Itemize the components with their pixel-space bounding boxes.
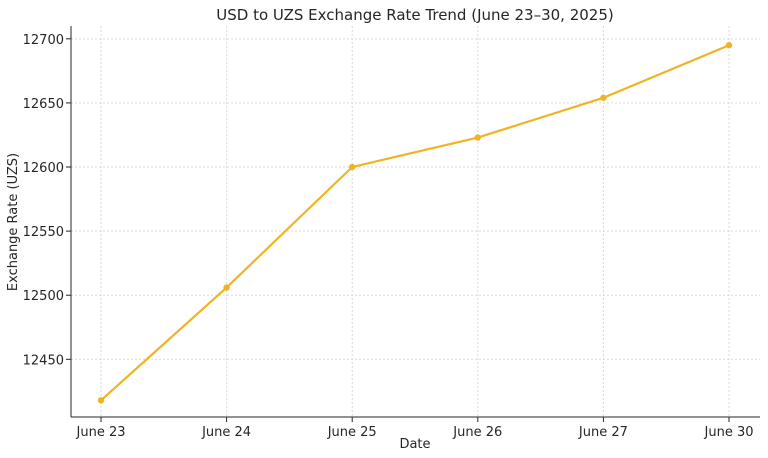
y-tick-label: 12650	[23, 97, 64, 112]
x-tick-label: June 25	[327, 425, 377, 440]
y-tick-label: 12450	[23, 353, 64, 368]
x-tick-label: June 26	[452, 425, 502, 440]
series-line	[99, 44, 731, 402]
x-tick-label: June 23	[76, 425, 126, 440]
y-axis-ticks: 12450 12500 12550 12600 12650 12700	[23, 33, 71, 368]
y-tick-label: 12700	[23, 33, 64, 48]
data-point	[600, 94, 607, 101]
data-point	[725, 42, 733, 49]
y-axis-label: Exchange Rate (UZS)	[6, 153, 21, 291]
y-tick-label: 12550	[23, 225, 64, 240]
grid	[71, 26, 760, 417]
chart-title: USD to UZS Exchange Rate Trend (June 23–…	[216, 6, 614, 24]
y-tick-label: 12600	[23, 161, 64, 176]
x-tick-label: June 27	[578, 425, 628, 440]
x-axis-ticks: June 23 June 24 June 25 June 26 June 27 June …	[76, 417, 754, 440]
data-point	[474, 134, 481, 141]
data-point	[349, 163, 356, 171]
x-tick-label: June 30	[704, 425, 754, 440]
x-axis-label: Date	[399, 437, 430, 452]
data-point	[223, 284, 230, 291]
data-point	[97, 397, 105, 404]
y-tick-label: 12500	[23, 289, 64, 304]
x-tick-label: June 24	[201, 425, 251, 440]
series-group	[97, 42, 733, 404]
